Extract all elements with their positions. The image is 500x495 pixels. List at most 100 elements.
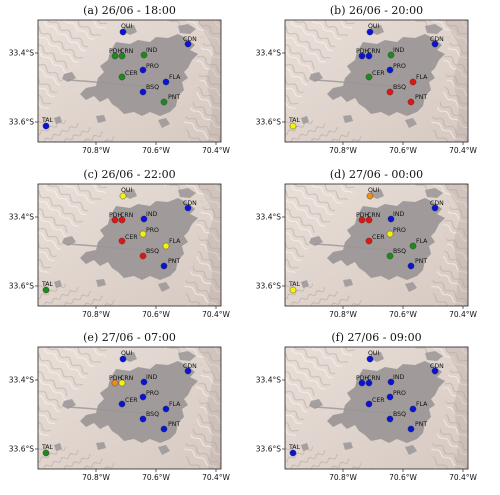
terrain-relief-west [38, 20, 108, 116]
terrain-shadow [445, 20, 468, 142]
terrain-relief-east [158, 20, 221, 142]
station-marker-qui [366, 192, 374, 200]
station-label-pnt: PNT [415, 258, 427, 265]
y-tick-label: 33.4°S [9, 49, 34, 58]
y-tick-label: 33.6°S [9, 445, 34, 454]
station-marker-fla [162, 405, 170, 413]
map-panel: (d) 27/06 - 00:00 70.8°W 70.6°W 70.4°W 33.4°… [256, 168, 478, 319]
urban-area [327, 198, 445, 280]
station-marker-bsq [139, 252, 147, 260]
x-tick-label: 70.4°W [449, 146, 477, 155]
terrain-shadow [198, 347, 221, 469]
station-marker-fla [409, 242, 417, 250]
y-tick-label: 33.4°S [256, 49, 281, 58]
y-tick-label: 33.4°S [9, 376, 34, 385]
station-marker-pro [139, 393, 147, 401]
station-marker-bsq [139, 415, 147, 423]
station-marker-bsq [386, 415, 394, 423]
station-label-pro: PRO [393, 63, 406, 70]
station-marker-crn [365, 379, 373, 387]
station-marker-pdh [358, 52, 366, 60]
station-marker-pdh [358, 379, 366, 387]
station-label-fla: FLA [169, 74, 181, 81]
panel-title: (f) 27/06 - 09:00 [331, 331, 421, 344]
station-marker-cdn [431, 40, 439, 48]
urban-area-fragment [158, 282, 170, 292]
terrain-relief-west [38, 347, 108, 443]
station-marker-qui [119, 28, 127, 36]
station-label-cer: CER [372, 234, 385, 241]
x-tick-label: 70.8°W [329, 473, 357, 482]
station-label-pdh: PDH [356, 375, 369, 382]
terrain-shadow [198, 20, 221, 142]
station-marker-tal [42, 122, 50, 130]
urban-area-fragment [371, 189, 384, 199]
station-label-qui: QUI [368, 350, 379, 357]
station-marker-cdn [431, 367, 439, 375]
station-label-cdn: CDN [430, 36, 444, 43]
station-label-qui: QUI [368, 23, 379, 30]
map-area [38, 184, 221, 306]
station-marker-crn [365, 52, 373, 60]
x-tick-label: 70.8°W [82, 473, 110, 482]
station-marker-pro [139, 66, 147, 74]
station-marker-ind [387, 51, 395, 59]
station-marker-pnt [160, 425, 168, 433]
map-frame [37, 19, 222, 143]
station-label-pdh: PDH [109, 375, 122, 382]
map-frame [37, 183, 222, 307]
station-marker-crn [118, 52, 126, 60]
x-tick-label: 70.4°W [449, 473, 477, 482]
station-marker-qui [119, 355, 127, 363]
urban-area [80, 361, 198, 443]
station-label-tal: TAL [288, 117, 301, 124]
urban-area-fragment [371, 352, 384, 362]
station-marker-cdn [184, 367, 192, 375]
panel-title: (b) 26/06 - 20:00 [330, 4, 423, 17]
station-label-ind: IND [393, 211, 404, 218]
terrain-relief-east [158, 347, 221, 469]
station-marker-cer [365, 73, 373, 81]
urban-area-fragment [178, 351, 196, 361]
map-frame [37, 346, 222, 470]
station-marker-crn [118, 379, 126, 387]
station-marker-fla [409, 405, 417, 413]
highway-line [314, 243, 406, 251]
station-label-bsq: BSQ [393, 248, 406, 255]
station-marker-fla [409, 78, 417, 86]
station-marker-fla [162, 78, 170, 86]
urban-area-fragment [343, 279, 353, 287]
panel-title: (d) 27/06 - 00:00 [330, 168, 423, 181]
urban-area-fragment [158, 445, 170, 455]
map-area [285, 184, 468, 306]
station-label-tal: TAL [288, 281, 301, 288]
urban-area-fragment [309, 399, 323, 409]
station-label-pro: PRO [393, 390, 406, 397]
station-label-ind: IND [146, 47, 157, 54]
station-label-cer: CER [372, 397, 385, 404]
station-label-crn: CRN [367, 48, 381, 55]
y-tick-label: 33.6°S [9, 282, 34, 291]
station-marker-pro [386, 230, 394, 238]
urban-area-fragment [301, 443, 309, 451]
station-marker-qui [366, 355, 374, 363]
x-tick-label: 70.4°W [202, 473, 230, 482]
station-marker-bsq [386, 252, 394, 260]
station-marker-qui [366, 28, 374, 36]
urban-area-fragment [425, 351, 443, 361]
terrain-relief-east [405, 347, 468, 469]
urban-area-fragment [343, 442, 353, 450]
station-label-pro: PRO [146, 63, 159, 70]
station-marker-cdn [184, 204, 192, 212]
station-label-cer: CER [125, 70, 138, 77]
urban-area-fragment [309, 72, 323, 82]
urban-area [327, 34, 445, 116]
terrain-relief-west [285, 347, 355, 443]
station-label-fla: FLA [416, 74, 428, 81]
terrain-shadow [445, 347, 468, 469]
station-marker-pro [139, 230, 147, 238]
urban-area-fragment [124, 25, 137, 35]
station-label-cer: CER [125, 397, 138, 404]
station-label-cdn: CDN [183, 363, 197, 370]
urban-area [80, 34, 198, 116]
